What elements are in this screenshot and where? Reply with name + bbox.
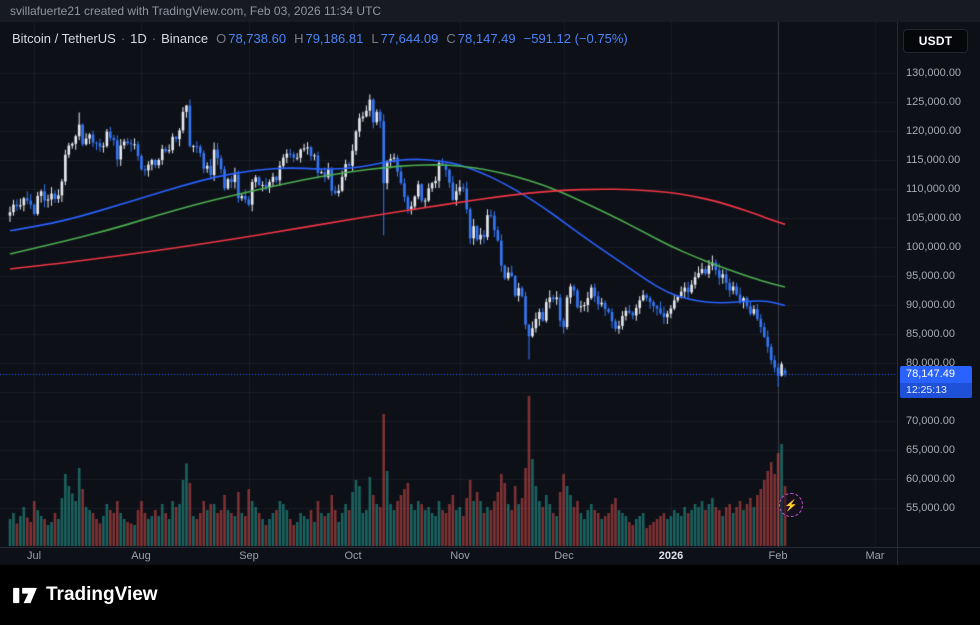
high-label: H (294, 31, 304, 46)
bar-countdown: 12:25:13 (900, 383, 972, 398)
currency-toggle-button[interactable]: USDT (903, 29, 968, 53)
current-price-label: 78,147.49 12:25:13 (900, 366, 972, 398)
price-axis-label: 55,000.00 (906, 502, 955, 514)
tradingview-wordmark: TradingView (46, 584, 158, 605)
symbol-name: Bitcoin / TetherUS (12, 31, 116, 46)
current-price-value: 78,147.49 (900, 366, 972, 383)
time-axis-label: Mar (865, 550, 885, 562)
time-axis-label: Oct (344, 550, 362, 562)
footer-bar: TradingView (0, 565, 980, 625)
price-axis-label: 95,000.00 (906, 270, 955, 282)
lightning-badge-icon[interactable]: ⚡ (779, 493, 803, 517)
time-axis-label: Aug (131, 550, 151, 562)
price-axis-label: 130,000.00 (906, 67, 962, 79)
time-axis-label: Sep (239, 550, 259, 562)
time-axis-label: Jul (26, 550, 42, 562)
price-axis-label: 100,000.00 (906, 241, 962, 253)
low-label: L (371, 31, 379, 46)
price-axis-label: 60,000.00 (906, 473, 955, 485)
price-axis-label: 115,000.00 (906, 154, 961, 166)
symbol-legend[interactable]: Bitcoin / TetherUS · 1D · Binance O 78,7… (12, 31, 628, 46)
price-axis-label: 105,000.00 (906, 212, 962, 224)
price-axis-label: 125,000.00 (906, 96, 962, 108)
time-axis-label: Dec (554, 550, 574, 562)
price-axis-label: 85,000.00 (906, 328, 955, 340)
interval-label: 1D (130, 31, 147, 46)
open-value: 78,738.60 (228, 31, 287, 46)
price-axis-label: 120,000.00 (906, 125, 962, 137)
price-axis-label: 65,000.00 (906, 444, 955, 456)
legend-separator: · (120, 31, 126, 46)
chart-area: Bitcoin / TetherUS · 1D · Binance O 78,7… (0, 22, 980, 565)
price-axis-label: 90,000.00 (906, 299, 955, 311)
close-value: 78,147.49 (457, 31, 516, 46)
time-axis-label: 2026 (658, 550, 684, 562)
change-value: −591.12 (−0.75%) (523, 31, 628, 46)
legend-separator: · (151, 31, 157, 46)
attribution-text: svillafuerte21 created with TradingView.… (10, 4, 382, 18)
price-axis-label: 110,000.00 (906, 183, 961, 195)
tradingview-logo-icon (13, 587, 37, 603)
time-axis[interactable]: Jul Aug Sep Oct Nov Dec 2026 Feb Mar (0, 547, 980, 566)
price-chart-canvas[interactable] (0, 22, 897, 547)
time-axis-label: Nov (450, 550, 470, 562)
attribution-bar: svillafuerte21 created with TradingView.… (0, 0, 980, 22)
lightning-glyph: ⚡ (784, 499, 798, 512)
time-axis-label: Feb (768, 550, 788, 562)
exchange-label: Binance (161, 31, 209, 46)
close-label: C (446, 31, 456, 46)
price-axis[interactable]: 55,000.0060,000.0065,000.0070,000.0075,0… (897, 22, 980, 565)
tradingview-logo[interactable]: TradingView (13, 584, 158, 606)
high-value: 79,186.81 (305, 31, 364, 46)
low-value: 77,644.09 (380, 31, 439, 46)
open-label: O (216, 31, 227, 46)
price-axis-label: 70,000.00 (906, 415, 955, 427)
